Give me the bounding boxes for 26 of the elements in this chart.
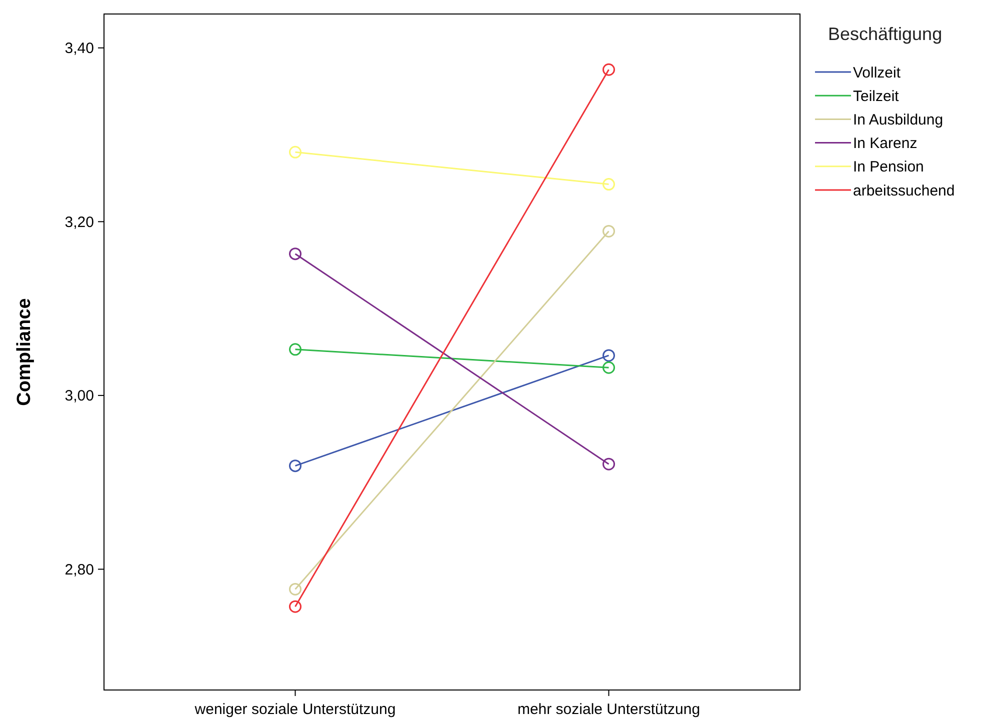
legend-label: Teilzeit <box>853 88 900 105</box>
point <box>602 361 616 374</box>
y-tick-label: 3,40 <box>64 40 94 58</box>
legend-label: In Karenz <box>853 135 918 152</box>
x-tick-label: weniger soziale Unterstützung <box>194 701 396 718</box>
y-tick-label: 3,00 <box>64 388 94 405</box>
point <box>602 63 616 76</box>
point <box>288 600 302 613</box>
legend-label: In Ausbildung <box>853 111 944 128</box>
legend-title: Beschäftigung <box>828 24 942 44</box>
point <box>288 460 302 472</box>
point <box>288 146 302 158</box>
legend-label: arbeitssuchend <box>853 182 955 200</box>
point <box>602 349 616 362</box>
y-tick-label: 3,20 <box>64 214 94 231</box>
legend-label: Vollzeit <box>853 64 902 82</box>
point <box>288 343 302 356</box>
point <box>288 248 302 260</box>
point <box>288 582 302 596</box>
point <box>602 458 616 470</box>
y-tick-label: 2,80 <box>64 561 94 578</box>
legend-label: In Pension <box>853 158 924 176</box>
x-tick-label: mehr soziale Unterstützung <box>517 701 700 718</box>
point <box>602 178 616 191</box>
point <box>602 224 616 238</box>
y-axis-title: Compliance <box>14 298 35 406</box>
